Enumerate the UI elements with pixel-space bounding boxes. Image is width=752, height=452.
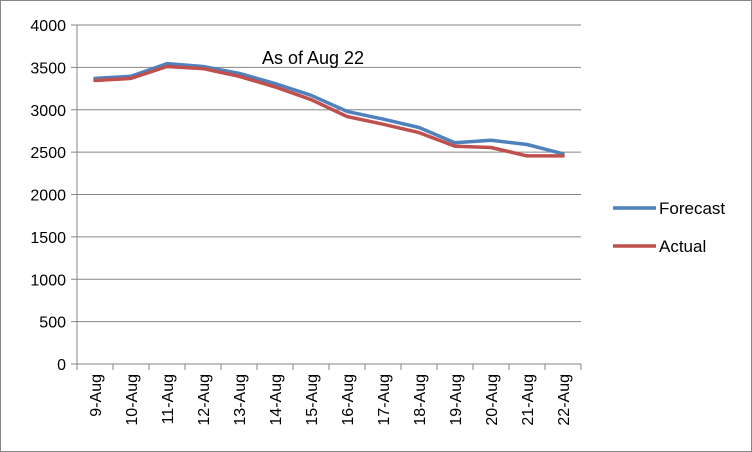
x-tick-label: 17-Aug (376, 374, 393, 426)
x-tick-label: 18-Aug (412, 374, 429, 426)
chart-title: As of Aug 22 (262, 48, 364, 68)
series-line-actual (93, 64, 565, 158)
legend: Forecast Actual (613, 199, 725, 256)
x-tick-label: 16-Aug (340, 374, 357, 426)
legend-label-forecast: Forecast (659, 199, 725, 218)
x-tick-label: 22-Aug (556, 374, 573, 426)
y-axis-ticks: 0 500 1000 1500 2000 2500 3000 3500 4000 (30, 18, 77, 374)
x-tick-label: 19-Aug (448, 374, 465, 426)
x-tick-label: 14-Aug (268, 374, 285, 426)
x-tick-label: 12-Aug (196, 374, 213, 426)
x-tick-label: 20-Aug (484, 374, 501, 426)
y-tick-label: 3000 (30, 103, 66, 120)
legend-label-actual: Actual (659, 237, 706, 256)
x-tick-label: 15-Aug (304, 374, 321, 426)
y-tick-label: 1500 (30, 230, 66, 247)
x-tick-label: 9-Aug (88, 374, 105, 417)
y-tick-label: 2500 (30, 145, 66, 162)
x-axis-ticks: 9-Aug 10-Aug 11-Aug 12-Aug 13-Aug 14-Aug 15-Au… (76, 364, 582, 426)
y-tick-label: 4000 (30, 18, 66, 35)
series-lines (93, 61, 565, 158)
series-line-forecast (93, 61, 565, 156)
x-tick-label: 10-Aug (124, 374, 141, 426)
x-tick-label: 11-Aug (160, 374, 177, 424)
x-tick-label: 13-Aug (232, 374, 249, 426)
y-tick-label: 500 (39, 315, 66, 332)
y-tick-label: 0 (57, 357, 66, 374)
y-tick-label: 1000 (30, 272, 66, 289)
y-tick-label: 3500 (30, 60, 66, 77)
x-tick-label: 21-Aug (520, 374, 537, 426)
y-tick-label: 2000 (30, 188, 66, 205)
